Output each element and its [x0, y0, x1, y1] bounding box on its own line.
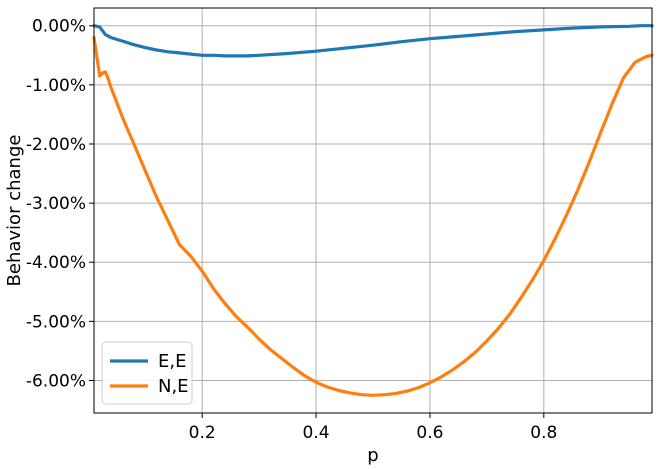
- x-tick-label: 0.8: [530, 423, 557, 443]
- y-axis: 0.00% -1.00% -2.00% -3.00% -4.00% -5.00% -6.00…: [26, 17, 94, 391]
- y-tick-label: 0.00%: [32, 17, 86, 37]
- series-line-1: [92, 24, 654, 58]
- legend-label: E,E: [158, 351, 186, 372]
- y-tick-label: -3.00%: [26, 194, 86, 214]
- x-tick-label: 0.2: [189, 423, 216, 443]
- series-line-2: [92, 35, 654, 397]
- y-tick-label: -2.00%: [26, 135, 86, 155]
- legend: E,E N,E: [101, 341, 193, 405]
- y-axis-label: Behavior change: [4, 135, 25, 287]
- x-axis: 0.2 0.4 0.6 0.8: [189, 413, 557, 443]
- series-lines: [92, 24, 654, 397]
- y-tick-label: -5.00%: [26, 312, 86, 332]
- plot-frame: [93, 7, 653, 414]
- legend-box: [101, 341, 193, 405]
- y-tick-label: -4.00%: [26, 253, 86, 273]
- legend-label: N,E: [158, 376, 189, 397]
- x-axis-label: p: [367, 445, 378, 466]
- y-tick-label: -1.00%: [26, 76, 86, 96]
- x-tick-label: 0.4: [303, 423, 330, 443]
- y-tick-label: -6.00%: [26, 371, 86, 391]
- x-tick-label: 0.6: [416, 423, 443, 443]
